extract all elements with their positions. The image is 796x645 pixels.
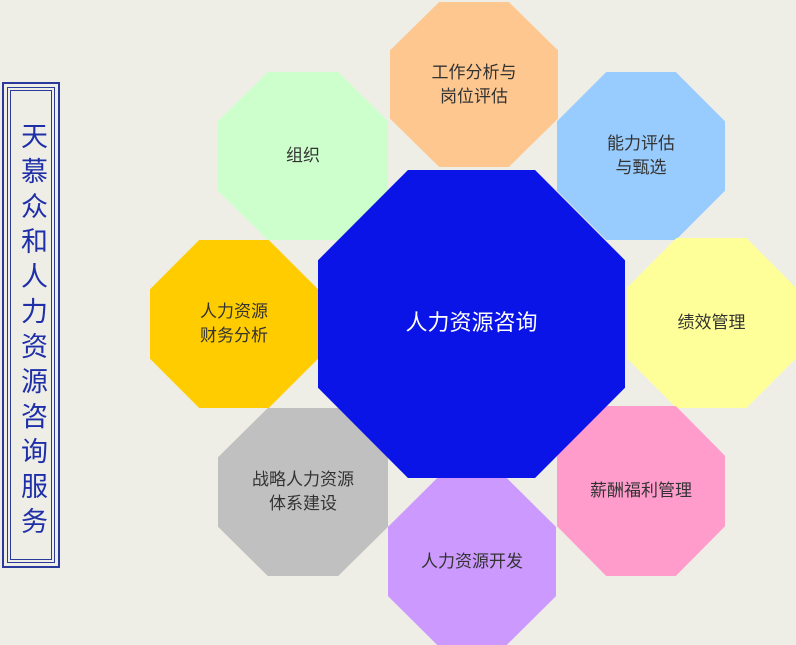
vertical-title: 天慕众和人力资源咨询服务 bbox=[16, 122, 47, 542]
node-job-analysis: 工作分析与 岗位评估 bbox=[390, 2, 558, 167]
node-organization: 组织 bbox=[218, 72, 388, 240]
title-frame: 天慕众和人力资源咨询服务 bbox=[2, 82, 60, 568]
node-hr-development: 人力资源开发 bbox=[388, 478, 556, 645]
center-node: 人力资源咨询 bbox=[318, 170, 625, 478]
node-hr-system: 战略人力资源 体系建设 bbox=[218, 408, 388, 576]
node-hr-finance: 人力资源 财务分析 bbox=[150, 240, 318, 408]
node-competency: 能力评估 与甄选 bbox=[557, 72, 725, 240]
node-performance: 绩效管理 bbox=[627, 238, 796, 408]
node-compensation: 薪酬福利管理 bbox=[557, 406, 725, 576]
